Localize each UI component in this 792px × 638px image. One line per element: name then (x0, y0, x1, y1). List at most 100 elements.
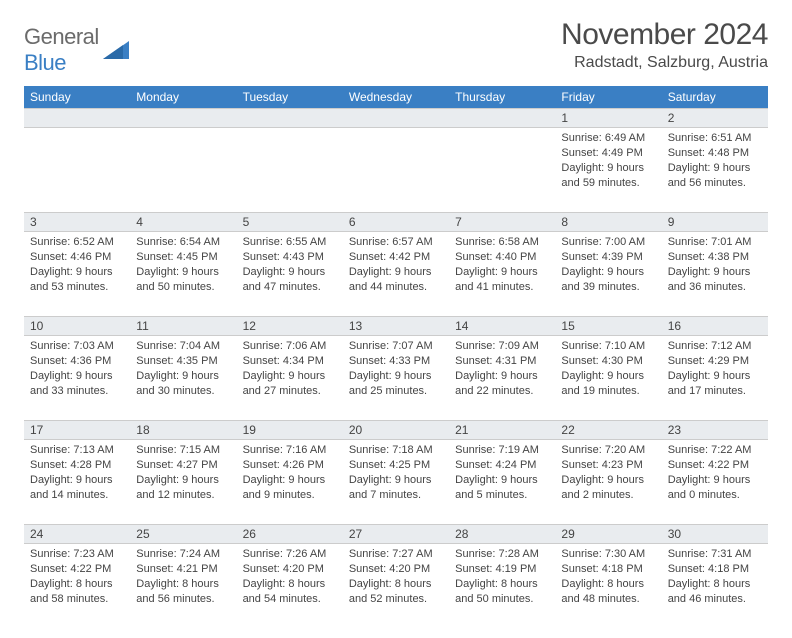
day-info: Sunrise: 7:22 AMSunset: 4:22 PMDaylight:… (662, 440, 768, 506)
sunrise-text: Sunrise: 7:16 AM (243, 443, 337, 458)
sunset-text: Sunset: 4:27 PM (136, 458, 230, 473)
sunset-text: Sunset: 4:20 PM (243, 562, 337, 577)
sunset-text: Sunset: 4:28 PM (30, 458, 124, 473)
sunrise-text: Sunrise: 7:23 AM (30, 547, 124, 562)
sunset-text: Sunset: 4:48 PM (668, 146, 762, 161)
calendar-cell: Sunrise: 7:28 AMSunset: 4:19 PMDaylight:… (449, 544, 555, 628)
sunset-text: Sunset: 4:26 PM (243, 458, 337, 473)
weekday-header: Saturday (662, 86, 768, 108)
sunset-text: Sunset: 4:35 PM (136, 354, 230, 369)
day-info: Sunrise: 7:06 AMSunset: 4:34 PMDaylight:… (237, 336, 343, 402)
sunrise-text: Sunrise: 7:31 AM (668, 547, 762, 562)
day-info: Sunrise: 7:20 AMSunset: 4:23 PMDaylight:… (555, 440, 661, 506)
day-number: 25 (130, 524, 236, 544)
day-info: Sunrise: 7:04 AMSunset: 4:35 PMDaylight:… (130, 336, 236, 402)
sunset-text: Sunset: 4:24 PM (455, 458, 549, 473)
daylight-text-1: Daylight: 8 hours (136, 577, 230, 592)
day-info: Sunrise: 7:16 AMSunset: 4:26 PMDaylight:… (237, 440, 343, 506)
calendar-cell: Sunrise: 6:49 AMSunset: 4:49 PMDaylight:… (555, 128, 661, 212)
calendar-cell: Sunrise: 7:01 AMSunset: 4:38 PMDaylight:… (662, 232, 768, 316)
day-number: 4 (130, 212, 236, 232)
daylight-text-2: and 56 minutes. (668, 176, 762, 191)
calendar-cell: Sunrise: 7:09 AMSunset: 4:31 PMDaylight:… (449, 336, 555, 420)
daylight-text-2: and 19 minutes. (561, 384, 655, 399)
daylight-text-2: and 50 minutes. (136, 280, 230, 295)
daylight-text-2: and 0 minutes. (668, 488, 762, 503)
daylight-text-1: Daylight: 9 hours (136, 265, 230, 280)
calendar-cell: Sunrise: 6:58 AMSunset: 4:40 PMDaylight:… (449, 232, 555, 316)
day-number: 23 (662, 420, 768, 440)
daylight-text-1: Daylight: 8 hours (455, 577, 549, 592)
day-number: 28 (449, 524, 555, 544)
day-info: Sunrise: 7:31 AMSunset: 4:18 PMDaylight:… (662, 544, 768, 610)
day-number: 22 (555, 420, 661, 440)
sunset-text: Sunset: 4:25 PM (349, 458, 443, 473)
sunset-text: Sunset: 4:18 PM (561, 562, 655, 577)
day-info: Sunrise: 7:27 AMSunset: 4:20 PMDaylight:… (343, 544, 449, 610)
day-number: 9 (662, 212, 768, 232)
daylight-text-1: Daylight: 9 hours (30, 265, 124, 280)
daylight-text-1: Daylight: 9 hours (349, 369, 443, 384)
sunrise-text: Sunrise: 7:00 AM (561, 235, 655, 250)
day-number: 12 (237, 316, 343, 336)
sunrise-text: Sunrise: 7:18 AM (349, 443, 443, 458)
daylight-text-2: and 22 minutes. (455, 384, 549, 399)
day-number: 29 (555, 524, 661, 544)
daylight-text-2: and 59 minutes. (561, 176, 655, 191)
sunset-text: Sunset: 4:33 PM (349, 354, 443, 369)
logo-text: General Blue (24, 24, 99, 76)
calendar-cell: Sunrise: 7:04 AMSunset: 4:35 PMDaylight:… (130, 336, 236, 420)
calendar-cell (343, 128, 449, 212)
sunrise-text: Sunrise: 7:10 AM (561, 339, 655, 354)
daylight-text-1: Daylight: 8 hours (243, 577, 337, 592)
day-number: 2 (662, 108, 768, 128)
calendar-cell: Sunrise: 6:51 AMSunset: 4:48 PMDaylight:… (662, 128, 768, 212)
title-block: November 2024 Radstadt, Salzburg, Austri… (561, 18, 768, 72)
day-info: Sunrise: 7:01 AMSunset: 4:38 PMDaylight:… (662, 232, 768, 298)
daylight-text-2: and 2 minutes. (561, 488, 655, 503)
daylight-text-1: Daylight: 9 hours (136, 369, 230, 384)
calendar-cell (449, 128, 555, 212)
sunrise-text: Sunrise: 7:24 AM (136, 547, 230, 562)
daylight-text-2: and 36 minutes. (668, 280, 762, 295)
day-info: Sunrise: 7:18 AMSunset: 4:25 PMDaylight:… (343, 440, 449, 506)
calendar-cell: Sunrise: 7:22 AMSunset: 4:22 PMDaylight:… (662, 440, 768, 524)
daylight-text-1: Daylight: 9 hours (243, 473, 337, 488)
day-number: 5 (237, 212, 343, 232)
sunset-text: Sunset: 4:23 PM (561, 458, 655, 473)
daylight-text-2: and 50 minutes. (455, 592, 549, 607)
calendar-cell: Sunrise: 7:23 AMSunset: 4:22 PMDaylight:… (24, 544, 130, 628)
calendar-cell: Sunrise: 7:27 AMSunset: 4:20 PMDaylight:… (343, 544, 449, 628)
day-number: 10 (24, 316, 130, 336)
daylight-text-1: Daylight: 9 hours (455, 265, 549, 280)
day-info: Sunrise: 7:12 AMSunset: 4:29 PMDaylight:… (662, 336, 768, 402)
daylight-text-2: and 54 minutes. (243, 592, 337, 607)
day-info: Sunrise: 7:30 AMSunset: 4:18 PMDaylight:… (555, 544, 661, 610)
sunrise-text: Sunrise: 7:22 AM (668, 443, 762, 458)
day-number: 16 (662, 316, 768, 336)
day-info: Sunrise: 6:58 AMSunset: 4:40 PMDaylight:… (449, 232, 555, 298)
logo-word-a: General (24, 24, 99, 49)
sunset-text: Sunset: 4:36 PM (30, 354, 124, 369)
daylight-text-2: and 58 minutes. (30, 592, 124, 607)
sunset-text: Sunset: 4:21 PM (136, 562, 230, 577)
calendar-cell: Sunrise: 7:18 AMSunset: 4:25 PMDaylight:… (343, 440, 449, 524)
sunset-text: Sunset: 4:22 PM (668, 458, 762, 473)
calendar-cell: Sunrise: 6:55 AMSunset: 4:43 PMDaylight:… (237, 232, 343, 316)
calendar-cell: Sunrise: 7:00 AMSunset: 4:39 PMDaylight:… (555, 232, 661, 316)
daylight-text-2: and 47 minutes. (243, 280, 337, 295)
sunset-text: Sunset: 4:20 PM (349, 562, 443, 577)
day-number: 13 (343, 316, 449, 336)
calendar-page: General Blue November 2024 Radstadt, Sal… (0, 0, 792, 638)
calendar-cell: Sunrise: 7:06 AMSunset: 4:34 PMDaylight:… (237, 336, 343, 420)
day-info: Sunrise: 6:51 AMSunset: 4:48 PMDaylight:… (662, 128, 768, 194)
calendar-cell: Sunrise: 7:30 AMSunset: 4:18 PMDaylight:… (555, 544, 661, 628)
day-number: 8 (555, 212, 661, 232)
daylight-text-2: and 9 minutes. (243, 488, 337, 503)
day-info: Sunrise: 7:09 AMSunset: 4:31 PMDaylight:… (449, 336, 555, 402)
sunset-text: Sunset: 4:40 PM (455, 250, 549, 265)
daylight-text-1: Daylight: 9 hours (136, 473, 230, 488)
sunrise-text: Sunrise: 6:57 AM (349, 235, 443, 250)
daylight-text-1: Daylight: 9 hours (561, 473, 655, 488)
sunset-text: Sunset: 4:39 PM (561, 250, 655, 265)
